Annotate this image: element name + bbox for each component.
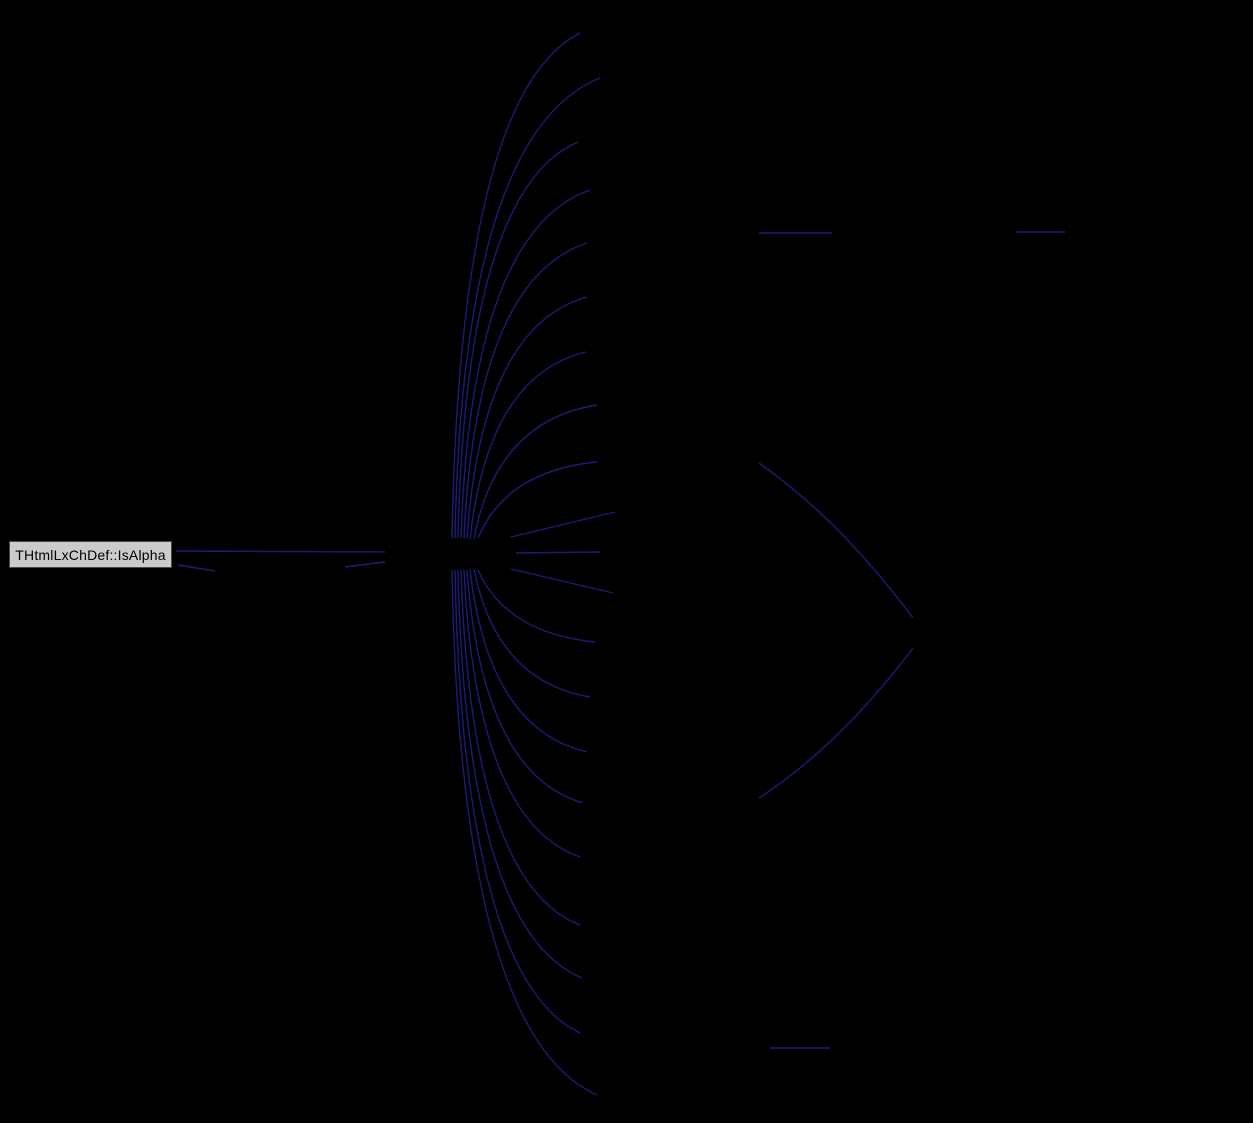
- graph-edge-fan-top-3: [457, 141, 579, 539]
- graph-edge-fan-bottom-8: [454, 569, 581, 1034]
- graph-edge-fan-bottom-1: [477, 569, 596, 643]
- graph-edge-fan-bottom-6: [460, 569, 581, 926]
- graph-edge-right-curve-up: [758, 462, 914, 619]
- graph-edge-fan-bottom-4: [466, 569, 584, 804]
- graph-edge-fan-bottom-5: [463, 569, 581, 858]
- graph-edge-fan-bottom-3: [469, 568, 588, 753]
- graph-edge-fan-top-2: [454, 77, 601, 539]
- graph-edge-edge-hub-to-node2: [344, 561, 386, 568]
- graph-edge-edge-hub-to-isalpha: [175, 550, 386, 553]
- graph-edge-fan-mid-1: [510, 511, 616, 538]
- graph-node-label: THtmlLxChDef::IsAlpha: [15, 546, 166, 563]
- graph-edge-right-curve-down: [758, 647, 914, 799]
- graph-edges: [175, 32, 1065, 1096]
- graph-edge-fan-top-1: [451, 32, 581, 539]
- graph-edge-fan-top-9: [477, 461, 598, 539]
- graph-edge-edge-node2-to-isalpha: [177, 564, 216, 572]
- graph-node-isalpha[interactable]: THtmlLxChDef::IsAlpha: [9, 541, 172, 568]
- graph-edge-fan-mid-3: [510, 568, 614, 594]
- graph-edge-fan-bottom-7: [457, 569, 583, 979]
- graph-edge-fan-top-4: [460, 189, 591, 539]
- graph-edge-fan-top-7: [469, 351, 587, 540]
- graph-edge-fan-bottom-9: [451, 569, 598, 1096]
- graph-edge-fan-mid-2: [515, 551, 601, 554]
- graph-edge-fan-top-6: [466, 296, 588, 539]
- graph-edge-fan-top-5: [463, 242, 588, 539]
- graph-edge-fan-top-8: [473, 404, 598, 540]
- graph-edge-fan-bottom-2: [473, 568, 591, 698]
